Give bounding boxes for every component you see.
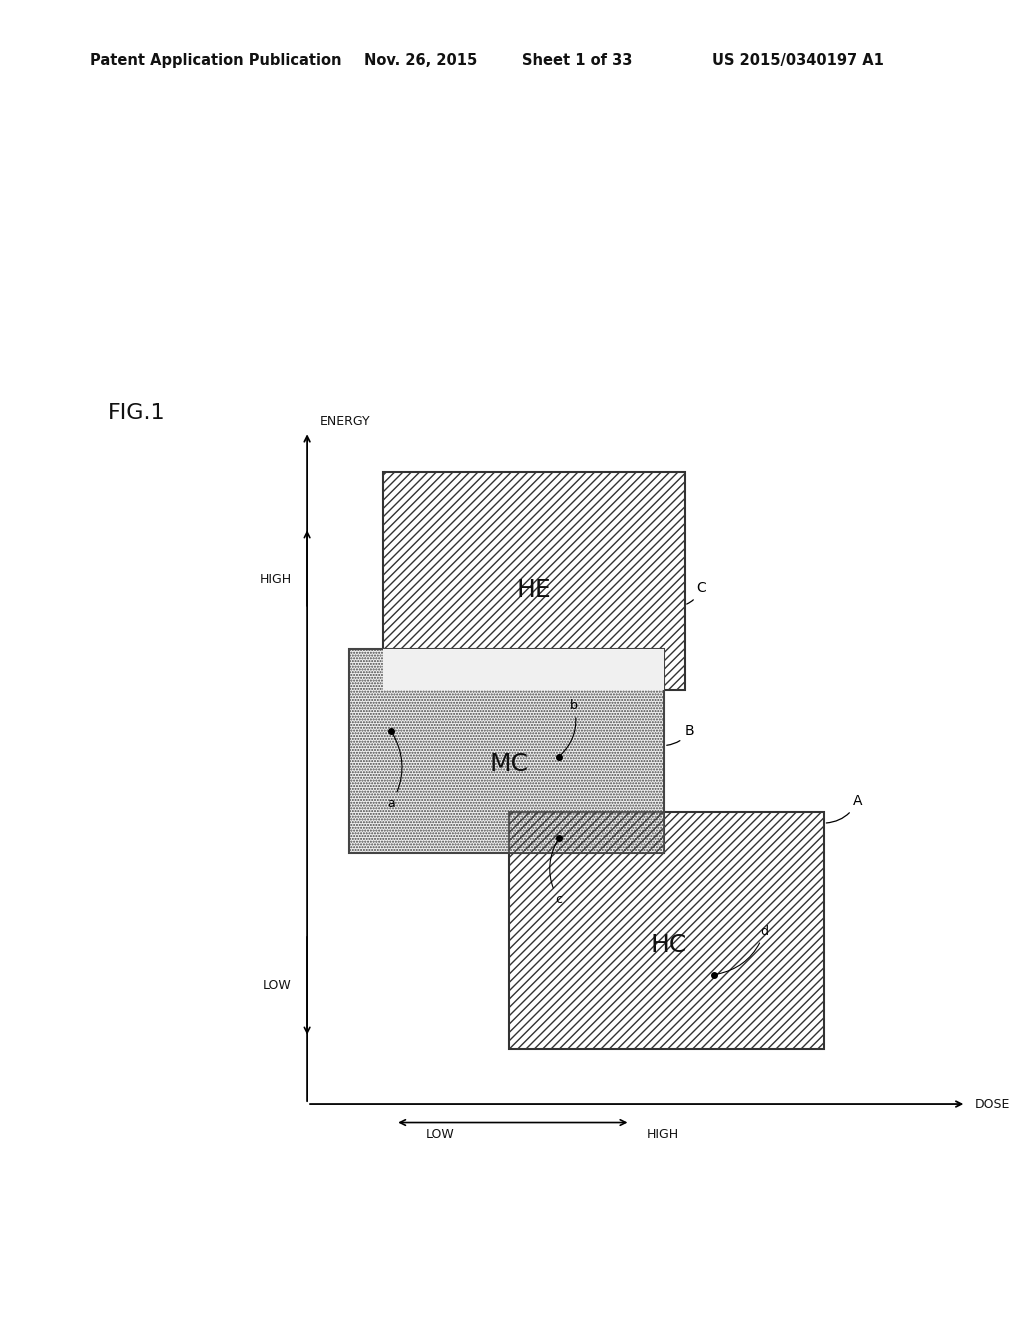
Text: HE: HE <box>516 578 551 602</box>
Bar <box>383 473 685 690</box>
Text: A: A <box>826 793 862 822</box>
Text: d: d <box>717 925 769 974</box>
Text: LOW: LOW <box>263 979 292 993</box>
Text: HIGH: HIGH <box>260 573 292 586</box>
Text: Sheet 1 of 33: Sheet 1 of 33 <box>522 53 633 69</box>
Bar <box>509 812 823 1048</box>
Bar <box>383 649 664 690</box>
Text: Nov. 26, 2015: Nov. 26, 2015 <box>364 53 477 69</box>
Text: LOW: LOW <box>425 1129 454 1140</box>
Text: c: c <box>550 841 562 907</box>
Text: DOSE: DOSE <box>975 1097 1010 1110</box>
Text: FIG.1: FIG.1 <box>108 403 165 422</box>
Text: Patent Application Publication: Patent Application Publication <box>90 53 342 69</box>
Text: B: B <box>667 723 694 746</box>
Text: HC: HC <box>650 933 686 957</box>
Bar <box>509 812 664 853</box>
Text: C: C <box>687 581 706 605</box>
Text: b: b <box>561 700 578 755</box>
Text: US 2015/0340197 A1: US 2015/0340197 A1 <box>712 53 884 69</box>
Bar <box>349 649 664 853</box>
Text: HIGH: HIGH <box>647 1129 679 1140</box>
Text: MC: MC <box>489 752 528 776</box>
Text: ENERGY: ENERGY <box>319 414 371 428</box>
Text: a: a <box>387 733 402 810</box>
